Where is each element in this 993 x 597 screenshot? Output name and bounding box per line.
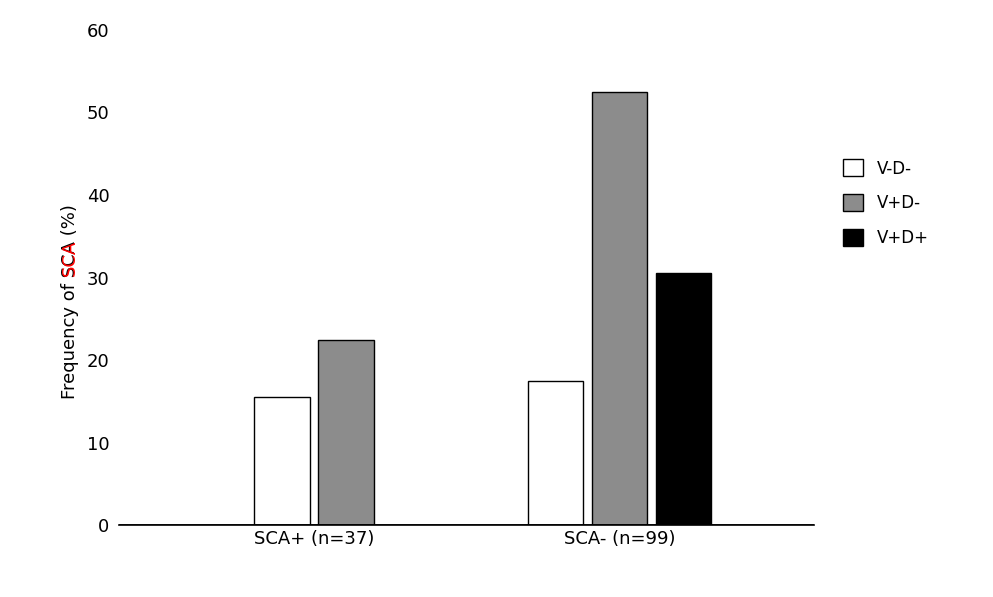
Bar xyxy=(592,92,647,525)
Bar xyxy=(655,273,711,525)
Text: SCA: SCA xyxy=(61,239,78,276)
Bar xyxy=(254,398,310,525)
Bar xyxy=(528,381,584,525)
Bar xyxy=(318,340,373,525)
Text: Frequency of SCA (%): Frequency of SCA (%) xyxy=(61,204,78,399)
Legend: V-D-, V+D-, V+D+: V-D-, V+D-, V+D+ xyxy=(836,153,935,254)
